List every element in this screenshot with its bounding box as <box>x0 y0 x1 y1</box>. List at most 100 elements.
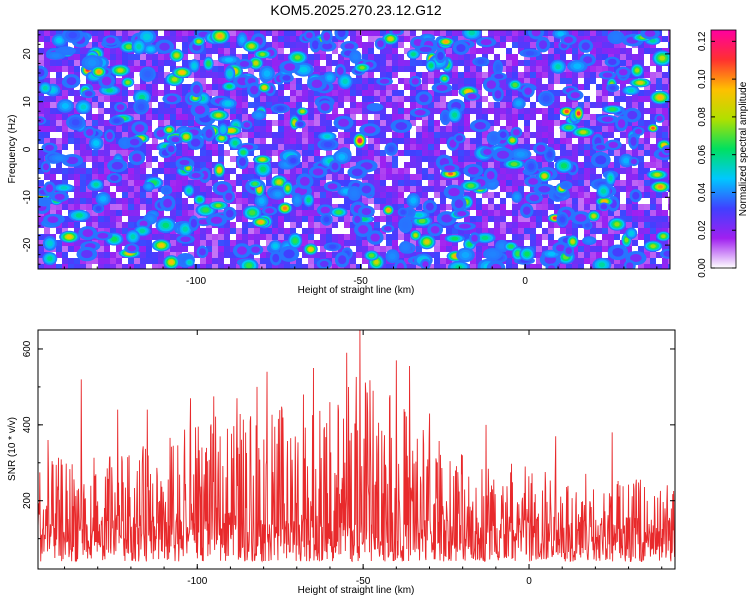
heatmap-cell <box>259 65 275 82</box>
heatmap-cell <box>95 192 111 206</box>
heatmap-cell <box>554 158 574 174</box>
heatmap-cell <box>415 91 433 106</box>
heatmap-cell <box>232 243 251 258</box>
heatmap-cell <box>572 127 595 138</box>
heatmap-cell <box>511 191 522 203</box>
heatmap-cell <box>133 225 151 237</box>
heatmap-cell <box>366 103 384 112</box>
heatmap-cell <box>384 142 398 156</box>
heatmap-cell <box>131 38 147 55</box>
heatmap-cell <box>38 65 49 80</box>
heatmap-cell <box>650 180 670 193</box>
heatmap-cell <box>39 82 52 95</box>
heatmap-cell <box>567 89 584 101</box>
heatmap-cell <box>75 100 92 115</box>
heatmap-cell <box>520 203 534 219</box>
heatmap-cell <box>607 30 625 45</box>
heatmap-cell <box>296 107 309 116</box>
heatmap-cell <box>497 129 510 141</box>
heatmap-cell <box>629 189 642 203</box>
heatmap-cell <box>106 173 123 184</box>
y-tick-label: 0 <box>22 146 33 152</box>
heatmap-cell <box>81 89 96 99</box>
heatmap-cell <box>596 183 611 199</box>
x-tick-label: -50 <box>353 276 368 287</box>
heatmap-cell <box>592 257 612 269</box>
heatmap-cell <box>409 75 422 87</box>
heatmap-cell <box>320 213 333 226</box>
heatmap-cell <box>49 154 69 163</box>
heatmap-cell <box>544 146 556 163</box>
heatmap-cell <box>560 34 577 46</box>
heatmap-cell <box>176 234 195 244</box>
heatmap-cell <box>503 241 518 252</box>
heatmap-cell <box>188 59 200 73</box>
heatmap-cell <box>469 119 491 133</box>
heatmap-cell <box>623 259 636 269</box>
heatmap-cell <box>389 30 404 36</box>
heatmap-cell <box>92 203 105 214</box>
snr-panel <box>38 330 675 563</box>
heatmap-cell <box>334 251 350 268</box>
heatmap-cell <box>598 202 610 212</box>
heatmap-cell <box>165 143 177 155</box>
heatmap-cell <box>418 234 436 250</box>
heatmap-cell <box>382 204 394 216</box>
heatmap-cell <box>605 170 616 186</box>
heatmap-cell <box>347 185 362 201</box>
colorbar <box>710 29 737 269</box>
heatmap-cell <box>269 250 282 266</box>
heatmap-cell <box>364 250 379 261</box>
y-tick-label: -20 <box>22 237 33 252</box>
heatmap-cell <box>303 30 316 41</box>
heatmap-cell <box>385 249 400 264</box>
heatmap-cell <box>460 180 482 191</box>
heatmap-cell <box>439 163 460 173</box>
heatmap-cell <box>659 248 670 259</box>
heatmap-cell <box>261 206 278 216</box>
heatmap-cell <box>323 181 342 192</box>
heatmap-cell <box>354 221 373 238</box>
heatmap-cell <box>592 143 609 152</box>
heatmap-cell <box>214 133 229 143</box>
heatmap-cell <box>519 247 535 261</box>
heatmap-cell <box>661 145 670 156</box>
heatmap-cell <box>318 131 337 141</box>
heatmap-cell <box>193 194 206 205</box>
heatmap-cell <box>630 63 644 78</box>
heatmap-cell <box>142 181 155 192</box>
heatmap-cell <box>121 77 135 88</box>
y-tick-label: 200 <box>22 492 33 509</box>
heatmap-cell <box>241 120 253 130</box>
heatmap-cell <box>40 160 51 173</box>
heatmap-cell <box>203 125 216 142</box>
heatmap-cell <box>510 126 523 138</box>
heatmap-cell <box>602 105 624 114</box>
heatmap-cell <box>535 36 551 53</box>
heatmap-cell <box>41 142 58 154</box>
heatmap-cell <box>178 130 194 143</box>
heatmap-cell <box>162 93 182 105</box>
x-tick-label: -100 <box>186 276 206 287</box>
heatmap-cell <box>492 147 514 162</box>
heatmap-cell <box>247 179 263 188</box>
heatmap-cell <box>573 106 584 121</box>
heatmap-cell <box>254 193 269 209</box>
colorbar-tick-label: 0.00 <box>697 258 708 278</box>
heatmap-cell <box>291 193 303 208</box>
heatmap-cell <box>88 136 104 151</box>
heatmap-cell <box>308 165 328 179</box>
y-tick-label: 400 <box>22 416 33 433</box>
heatmap-cell <box>483 248 503 261</box>
heatmap-cell <box>218 123 229 136</box>
heatmap-cell <box>604 139 622 151</box>
heatmap-cell <box>287 50 308 65</box>
heatmap-cell <box>104 129 115 143</box>
heatmap-cell <box>268 240 282 252</box>
heatmap-cell <box>316 258 332 269</box>
snr-y-label: SNR (10 * v/v) <box>7 417 18 481</box>
heatmap-cell <box>183 184 195 197</box>
x-tick-label: 0 <box>522 276 528 287</box>
heatmap-cell <box>192 36 206 47</box>
heatmap-cell <box>83 126 96 139</box>
